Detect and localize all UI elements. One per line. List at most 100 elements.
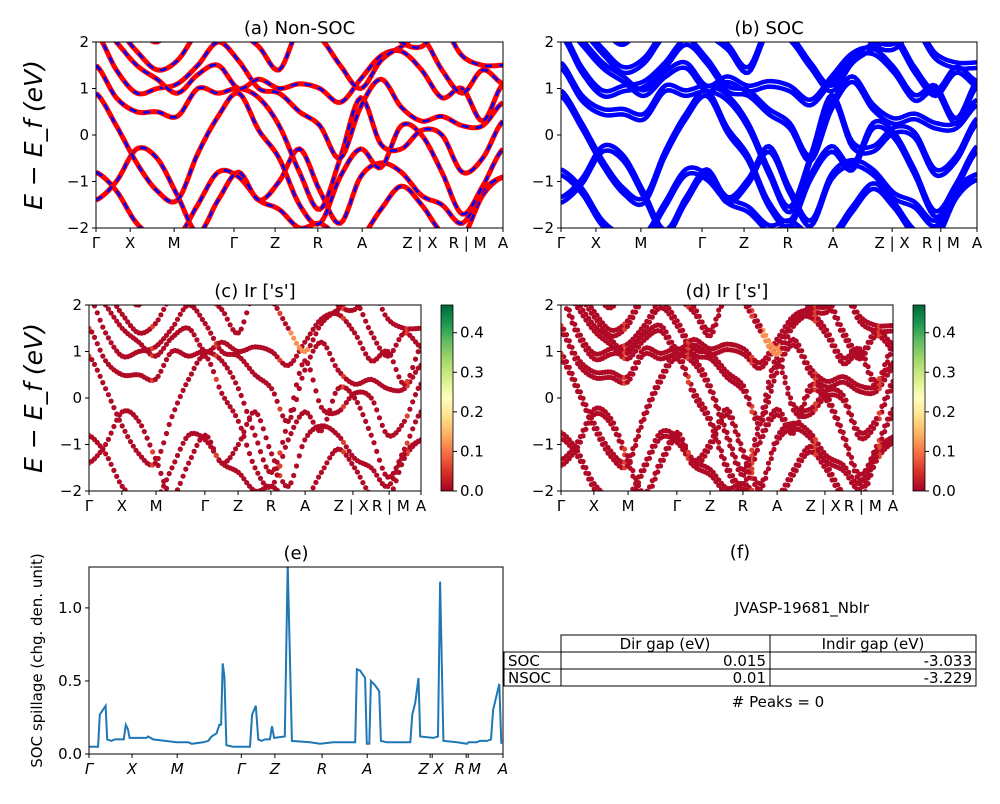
plot-area — [89, 567, 503, 748]
band-point — [707, 333, 714, 339]
band-point — [161, 306, 167, 312]
band-point — [305, 335, 311, 341]
band-point — [672, 276, 677, 281]
band-point — [142, 500, 147, 505]
band-point — [346, 456, 352, 462]
band-point — [296, 453, 302, 459]
band-point — [271, 391, 277, 397]
band-point — [120, 289, 125, 294]
band-point — [765, 343, 772, 349]
band-point — [321, 423, 327, 430]
band-point — [663, 446, 669, 452]
band-point — [876, 376, 882, 382]
band-point — [785, 285, 790, 290]
band-point — [680, 294, 685, 299]
band-point — [851, 305, 857, 310]
band-point — [699, 452, 705, 458]
band-point — [332, 390, 338, 396]
band-point — [848, 412, 855, 418]
band-point — [266, 443, 272, 450]
band-point — [299, 362, 305, 368]
band-point — [592, 286, 597, 291]
band-point — [769, 296, 774, 301]
band-point — [843, 293, 848, 298]
band-point — [164, 267, 169, 272]
band-point — [305, 410, 311, 416]
band-point — [605, 299, 610, 304]
band-point — [713, 397, 719, 403]
band-point — [133, 415, 139, 421]
band-point — [404, 413, 410, 419]
y-axis-label: E − E_f (eV) — [19, 323, 48, 473]
band-point — [238, 326, 244, 332]
band-point — [357, 340, 363, 346]
band-point — [197, 291, 202, 296]
band-point — [97, 317, 103, 323]
band-point — [622, 286, 627, 291]
band-point — [570, 272, 575, 277]
band-point — [702, 371, 708, 378]
band-point — [890, 365, 893, 371]
band-point — [366, 489, 371, 491]
band-point — [310, 377, 316, 383]
band-point — [611, 298, 616, 303]
band-point — [868, 424, 874, 430]
band-point — [696, 362, 702, 368]
band-point — [95, 289, 100, 294]
band-point — [771, 378, 777, 384]
band-point — [354, 334, 360, 340]
band-point — [815, 397, 821, 403]
band-point — [583, 281, 588, 286]
band-point — [354, 305, 360, 310]
band-point — [675, 296, 680, 301]
band-point — [354, 469, 360, 475]
band-point — [558, 290, 563, 295]
band-point — [291, 406, 297, 413]
band-point — [699, 406, 705, 413]
band-point — [641, 467, 647, 474]
band-point — [818, 319, 824, 325]
x-tick-label: A — [357, 234, 368, 252]
band-point — [98, 274, 103, 279]
band-point — [777, 407, 783, 413]
band-point — [680, 364, 686, 370]
band-point — [269, 451, 275, 457]
band-point — [871, 455, 877, 461]
band-point — [418, 409, 421, 415]
band-point — [660, 325, 667, 331]
band-point — [619, 290, 624, 295]
band-point — [832, 299, 837, 304]
band-point — [100, 277, 105, 282]
band-point — [347, 298, 352, 303]
band-point — [167, 266, 172, 271]
band-point — [782, 374, 788, 380]
band-point — [633, 360, 639, 366]
band-point — [246, 451, 253, 457]
band-point — [570, 277, 575, 282]
band-point — [274, 305, 280, 311]
band-point — [617, 295, 622, 300]
band-point — [685, 449, 691, 455]
x-tick-label: A — [772, 497, 783, 515]
x-tick-label: A — [300, 497, 311, 515]
band-point — [754, 425, 761, 432]
band-point — [617, 290, 622, 295]
band-point — [666, 311, 672, 317]
x-tick-label: Γ — [698, 234, 707, 252]
band-point — [194, 442, 200, 448]
band-point — [89, 267, 94, 272]
band-point — [769, 290, 774, 295]
band-point — [205, 325, 211, 331]
band-point — [848, 348, 855, 354]
band-point — [653, 272, 658, 277]
band-point — [652, 443, 658, 449]
band-point — [838, 286, 843, 291]
band-point — [288, 480, 294, 486]
band-point — [293, 340, 300, 346]
band-point — [293, 353, 300, 359]
band-point — [755, 499, 760, 504]
band-point — [639, 299, 644, 304]
band-point — [835, 321, 841, 327]
band-point — [785, 482, 791, 488]
band-point — [583, 311, 589, 317]
